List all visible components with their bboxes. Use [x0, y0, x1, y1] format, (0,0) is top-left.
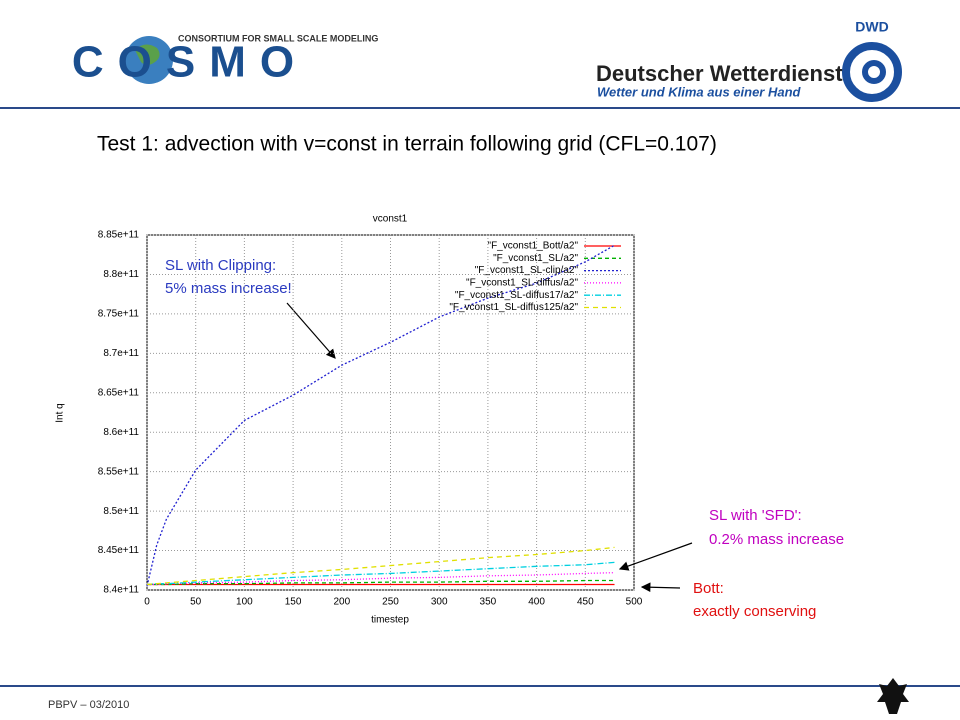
dwd-name: Deutscher Wetterdienst: [596, 61, 843, 86]
series-line: [146, 561, 615, 586]
x-tick-label: 150: [285, 597, 302, 608]
y-tick-label: 8.65e+11: [98, 387, 140, 398]
chart-title: vconst1: [373, 214, 408, 225]
annotation: 0.2% mass increase: [709, 531, 844, 548]
y-tick-label: 8.55e+11: [98, 466, 140, 477]
x-tick-label: 300: [431, 597, 448, 608]
series-line: [146, 546, 615, 586]
annotation: exactly conserving: [693, 603, 816, 620]
arrow: [640, 582, 681, 593]
x-tick-label: 50: [190, 597, 202, 608]
legend-label: "F_vconst1_SL-diffus125/a2": [449, 302, 578, 313]
annotation: SL with 'SFD':: [709, 507, 802, 524]
series-line: [146, 244, 615, 587]
annotation: Bott:: [693, 580, 724, 597]
annotation: 5% mass increase!: [165, 280, 292, 297]
x-tick-label: 450: [577, 597, 594, 608]
arrow: [618, 542, 693, 571]
dwd-logo: DWD: [855, 19, 888, 35]
legend-label: "F_vconst1_SL-diffus/a2": [466, 278, 578, 289]
legend-label: "F_vconst1_SL/a2": [493, 253, 578, 264]
dwd-emblem-inner: [862, 60, 886, 84]
x-tick-label: 200: [333, 597, 350, 608]
arrow: [286, 302, 336, 359]
dwd-emblem: [842, 42, 902, 102]
x-tick-label: 250: [382, 597, 399, 608]
heading: Test 1: advection with v=const in terrai…: [97, 133, 717, 156]
y-tick-label: 8.7e+11: [103, 348, 139, 359]
footer: PBPV – 03/2010: [48, 699, 129, 711]
y-tick-label: 8.4e+11: [103, 585, 139, 596]
y-axis-label: Int q: [55, 403, 66, 422]
x-axis-label: timestep: [371, 615, 409, 626]
y-tick-label: 8.8e+11: [103, 269, 139, 280]
y-tick-label: 8.5e+11: [103, 506, 139, 517]
x-tick-label: 400: [528, 597, 545, 608]
eagle: [877, 678, 909, 714]
legend-label: "F_vconst1_SL-clip/a2": [475, 265, 579, 276]
cosmo-tagline: CONSORTIUM FOR SMALL SCALE MODELING: [178, 33, 378, 43]
annotation: SL with Clipping:: [165, 257, 276, 274]
dwd-slogan: Wetter und Klima aus einer Hand: [597, 84, 802, 99]
y-tick-label: 8.75e+11: [98, 309, 140, 320]
y-tick-label: 8.6e+11: [103, 427, 139, 438]
x-tick-label: 350: [480, 597, 497, 608]
legend-label: "F_vconst1_SL-diffus17/a2": [455, 290, 579, 301]
legend-label: "F_vconst1_Bott/a2": [488, 241, 579, 252]
x-tick-label: 100: [236, 597, 253, 608]
x-tick-label: 0: [144, 597, 150, 608]
cosmo-logo: COSMO: [72, 38, 308, 87]
x-tick-label: 500: [626, 597, 643, 608]
y-tick-label: 8.45e+11: [98, 545, 140, 556]
y-tick-label: 8.85e+11: [98, 230, 140, 241]
globe-land: [135, 44, 160, 65]
